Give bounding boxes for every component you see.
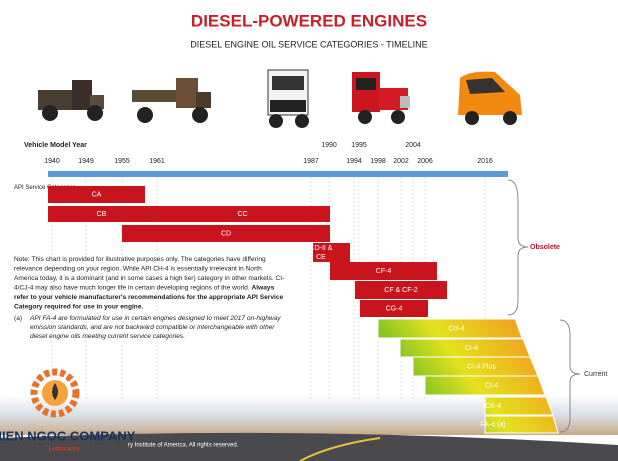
category-label: CI-4 <box>485 382 498 389</box>
truck-modern <box>458 71 522 125</box>
category-bar <box>48 206 155 222</box>
note-bold: refer to your vehicle manufacturer's rec… <box>14 294 284 301</box>
category-label: CD-II & <box>310 245 333 252</box>
year-label: 1961 <box>149 158 165 165</box>
logo-tagline: Lubricants <box>49 447 80 453</box>
note-line: America today, it is a dominant (and in … <box>14 275 284 282</box>
note-bold: Category required for use in your engine… <box>14 303 144 310</box>
category-bar <box>330 262 437 280</box>
category-label: CG-4 <box>386 305 403 312</box>
category-label: CF & CF-2 <box>384 287 418 294</box>
category-bar <box>424 375 546 396</box>
note-text: Note: This chart is provided for illustr… <box>14 256 266 263</box>
copyright: ry Institute of America. All rights rese… <box>128 443 239 449</box>
year-label: 1990 <box>321 142 337 149</box>
year-label: 2016 <box>477 158 493 165</box>
category-label: CK-4 <box>485 403 501 410</box>
category-label: CB <box>97 211 107 218</box>
year-label: 1998 <box>370 158 386 165</box>
year-label: 1955 <box>114 158 130 165</box>
road-line <box>299 437 381 461</box>
category-bar <box>48 186 145 203</box>
category-bar <box>122 225 330 242</box>
category-bar <box>377 318 523 339</box>
note-bold: Always <box>252 284 275 291</box>
category-label: FA-4 (a) <box>480 421 505 428</box>
category-label: CD <box>221 230 231 237</box>
category-label: CH-4 <box>448 325 464 332</box>
category-label: CI-4 Plus <box>467 363 496 370</box>
truck-1940 <box>38 80 104 121</box>
obsolete-label: Obsolete <box>530 244 560 251</box>
truck-1960s <box>267 69 309 128</box>
note-line: Category required for use in your engine… <box>14 303 144 310</box>
categories-label: API Service Categories <box>14 185 76 191</box>
obsolete-brace <box>507 179 529 316</box>
category-bar <box>360 300 428 317</box>
year-label: 2004 <box>405 142 421 149</box>
subtitle: DIESEL ENGINE OIL SERVICE CATEGORIES - T… <box>190 39 427 49</box>
title: DIESEL-POWERED ENGINES <box>191 11 427 30</box>
category-bar <box>155 206 330 222</box>
year-label: 1995 <box>351 142 367 149</box>
year-label: 1940 <box>44 158 60 165</box>
category-bar <box>484 415 559 434</box>
note-text: America today, it is a dominant (and in … <box>14 275 284 282</box>
category-label: CC <box>237 211 247 218</box>
category-label: CE <box>316 254 326 261</box>
note-text: 4/CJ-4 may also have much longer life in… <box>14 284 252 291</box>
current-brace <box>559 319 581 433</box>
road <box>0 432 618 461</box>
category-label: CA <box>92 191 102 198</box>
current-label: Current <box>584 371 607 378</box>
note-line: Note: This chart is provided for illustr… <box>14 256 266 263</box>
year-label: 1994 <box>346 158 362 165</box>
logo-name: HIEN NGOC COMPANY <box>0 428 136 443</box>
footnote-line: emission standards, and are not backward… <box>30 324 275 331</box>
category-bar <box>355 281 447 299</box>
timeline-label: Vehicle Model Year <box>24 142 87 149</box>
year-label: 1987 <box>303 158 319 165</box>
footnote-line: API FA-4 are formulated for use in certa… <box>29 315 281 322</box>
category-label: CF-4 <box>376 268 392 275</box>
footnote-marker: (a) <box>14 315 22 322</box>
logo: HIEN NGOC COMPANY Lubricants <box>0 368 136 453</box>
note-line: refer to your vehicle manufacturer's rec… <box>14 294 284 301</box>
truck-1950s <box>132 78 211 123</box>
year-label: 2006 <box>417 158 433 165</box>
category-bar <box>313 243 350 262</box>
category-label: CI-4 <box>465 345 478 352</box>
year-label: 2002 <box>393 158 409 165</box>
year-label: 1949 <box>78 158 94 165</box>
note-line: 4/CJ-4 may also have much longer life in… <box>14 284 275 291</box>
truck-1990s <box>352 72 410 124</box>
timeline-bar <box>48 171 508 177</box>
note-line: relevance depending on your region. Whil… <box>14 265 262 272</box>
note-text: relevance depending on your region. Whil… <box>14 265 262 272</box>
category-bar <box>484 396 554 416</box>
footnote-line: diesel engine oils meeting current servi… <box>30 333 185 340</box>
